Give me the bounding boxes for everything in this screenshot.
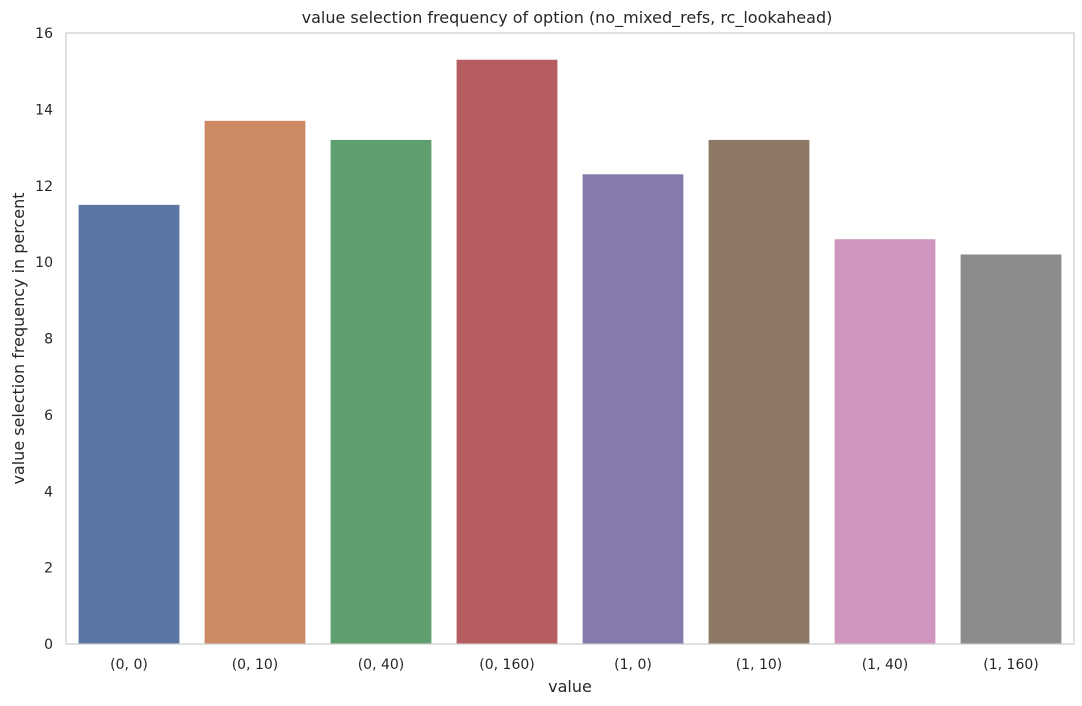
y-tick-label: 14	[35, 102, 53, 118]
plot-frame	[65, 32, 1075, 645]
x-tick-label: (0, 40)	[358, 657, 405, 673]
bar	[834, 239, 936, 644]
x-tick-label: (0, 160)	[479, 657, 534, 673]
bar	[78, 204, 180, 644]
y-tick-label: 10	[35, 255, 53, 271]
x-tick-label: (1, 10)	[736, 657, 783, 673]
x-axis-label: value	[548, 677, 592, 696]
y-tick-label: 0	[44, 637, 53, 653]
x-tick-label: (0, 0)	[110, 657, 148, 673]
y-axis-ticks: 0 2 4 6 8 10 12 14 16	[35, 26, 53, 653]
plot-area	[78, 59, 1062, 645]
y-tick-label: 2	[44, 561, 53, 577]
y-axis-label: value selection frequency in percent	[9, 192, 28, 484]
y-tick-label: 8	[44, 332, 53, 348]
bar	[330, 139, 432, 645]
y-tick-label: 12	[35, 179, 53, 195]
y-tick-label: 16	[35, 26, 53, 42]
bar	[582, 174, 684, 644]
y-tick-label: 4	[44, 484, 53, 500]
x-tick-label: (0, 10)	[232, 657, 279, 673]
bar	[960, 254, 1062, 645]
chart-title: value selection frequency of option (no_…	[302, 8, 833, 28]
x-tick-label: (1, 0)	[614, 657, 652, 673]
x-axis-ticks: (0, 0) (0, 10) (0, 40) (0, 160) (1, 0) (1, 10…	[110, 657, 1039, 673]
bar	[456, 59, 558, 644]
bar	[708, 139, 810, 645]
x-tick-label: (1, 40)	[862, 657, 909, 673]
y-tick-label: 6	[44, 408, 53, 424]
bar	[204, 120, 306, 645]
x-tick-label: (1, 160)	[983, 657, 1038, 673]
